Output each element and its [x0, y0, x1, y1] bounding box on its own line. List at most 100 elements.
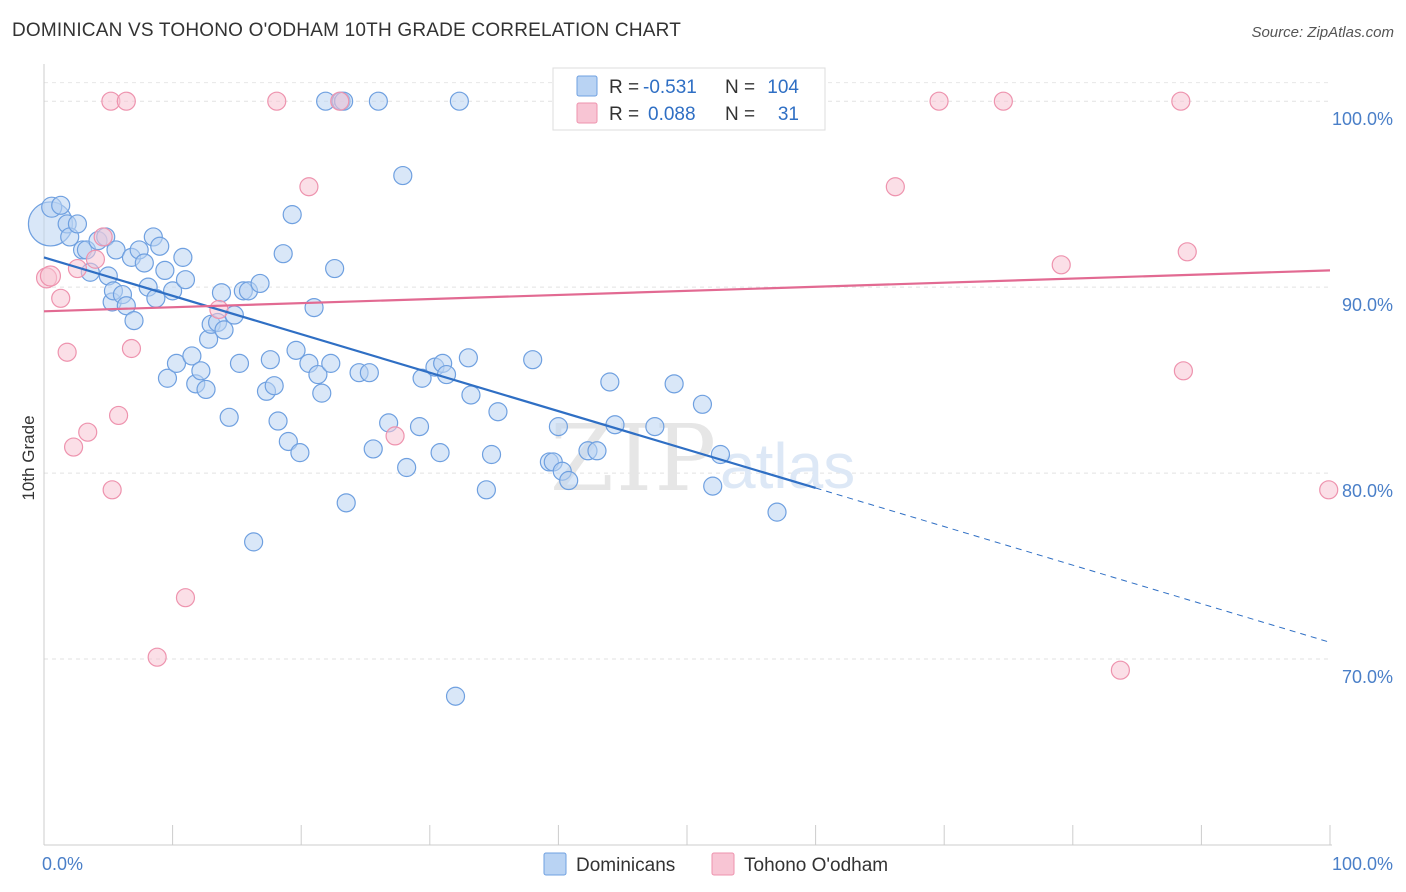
- y-tick-label: 90.0%: [1342, 295, 1393, 315]
- point-dominicans: [559, 470, 579, 491]
- point-dominicans: [336, 493, 356, 513]
- point-dominicans: [264, 376, 284, 396]
- stats-n-value-dominicans: 104: [767, 77, 799, 98]
- stats-r-value-tohono: 0.088: [648, 104, 696, 125]
- watermark-zip: ZIP: [550, 405, 718, 512]
- point-dominicans: [449, 91, 469, 111]
- axis-layer: [43, 64, 1332, 846]
- stats-n-label-dominicans: N =: [725, 77, 755, 98]
- point-dominicans: [397, 457, 417, 478]
- point-tohono: [993, 91, 1013, 111]
- point-tohono: [885, 177, 905, 197]
- point-dominicans: [250, 273, 270, 294]
- point-tohono: [929, 91, 949, 111]
- point-dominicans: [116, 296, 136, 316]
- point-dominicans: [461, 385, 481, 405]
- point-tohono: [108, 405, 129, 426]
- point-tohono: [116, 91, 136, 111]
- point-tohono: [93, 227, 113, 247]
- stats-swatch-tohono: [576, 102, 598, 124]
- x-tick-label: 100.0%: [1332, 854, 1393, 874]
- point-dominicans: [368, 91, 388, 111]
- point-dominicans: [51, 195, 71, 215]
- point-tohono: [57, 342, 77, 362]
- y-tick-label: 80.0%: [1342, 481, 1393, 501]
- y-axis-title: 10th Grade: [19, 415, 38, 500]
- point-dominicans: [191, 361, 211, 381]
- point-dominicans: [312, 383, 332, 403]
- trend-dominicans-extension: [815, 487, 1331, 643]
- point-dominicans: [436, 364, 457, 385]
- point-dominicans: [219, 407, 239, 427]
- point-dominicans: [155, 260, 175, 281]
- legend-label-tohono: Tohono O'odham: [744, 855, 888, 876]
- stats-swatch-dominicans: [576, 75, 598, 97]
- point-dominicans: [393, 165, 413, 186]
- point-dominicans: [321, 353, 341, 373]
- point-dominicans: [664, 374, 684, 394]
- tick-layer: 100.0% 90.0% 80.0% 70.0% 0.0% 100.0%: [42, 109, 1393, 874]
- point-dominicans: [458, 348, 478, 368]
- point-tohono: [51, 288, 71, 308]
- point-dominicans: [175, 270, 196, 290]
- point-tohono: [78, 422, 98, 442]
- stats-legend-box: [552, 67, 826, 131]
- trend-layer: [43, 256, 1331, 643]
- chart-source: Source: ZipAtlas.com: [1251, 24, 1394, 41]
- point-tohono: [63, 437, 84, 457]
- point-dominicans: [304, 297, 324, 318]
- point-dominicans: [703, 476, 723, 496]
- stats-n-value-tohono: 31: [778, 104, 799, 125]
- chart-title: DOMINICAN VS TOHONO O'ODHAM 10TH GRADE C…: [12, 20, 682, 41]
- point-dominicans: [359, 363, 379, 383]
- point-dominicans: [587, 441, 607, 461]
- trend-dominicans: [43, 256, 816, 490]
- point-dominicans: [476, 480, 496, 500]
- stats-legend: R = -0.531 N = 104 R = 0.088 N = 31: [552, 67, 826, 131]
- point-dominicans: [430, 443, 450, 463]
- y-tick-label: 100.0%: [1332, 109, 1393, 129]
- point-dominicans: [150, 236, 170, 256]
- legend-swatch-dominicans: [543, 852, 567, 876]
- point-dominicans: [273, 244, 293, 264]
- point-dominicans: [488, 402, 508, 422]
- point-dominicans: [106, 240, 126, 260]
- point-dominicans: [308, 364, 328, 385]
- point-dominicans: [124, 311, 144, 331]
- point-dominicans: [211, 283, 232, 303]
- stats-r-value-dominicans: -0.531: [643, 77, 697, 98]
- x-tick-label: 0.0%: [42, 854, 83, 874]
- point-dominicans: [523, 350, 543, 370]
- point-dominicans: [409, 417, 430, 437]
- point-tohono: [1171, 91, 1191, 111]
- point-tohono: [39, 265, 62, 287]
- point-dominicans: [67, 214, 88, 234]
- point-dominicans: [282, 205, 302, 225]
- legend-label-dominicans: Dominicans: [576, 855, 675, 876]
- point-tohono: [147, 647, 167, 667]
- stats-r-label-tohono: R =: [609, 104, 639, 125]
- point-tohono: [1177, 242, 1197, 262]
- point-dominicans: [645, 417, 665, 437]
- point-dominicans: [214, 320, 234, 340]
- point-dominicans: [244, 532, 264, 552]
- point-tohono: [85, 249, 106, 269]
- point-dominicans: [445, 686, 466, 706]
- point-dominicans: [767, 502, 787, 522]
- point-dominicans: [286, 340, 306, 360]
- point-dominicans: [157, 368, 178, 388]
- point-tohono: [1051, 255, 1071, 275]
- point-dominicans: [692, 394, 713, 414]
- bottom-legend: Dominicans Tohono O'odham: [543, 852, 888, 876]
- point-dominicans: [325, 258, 345, 279]
- point-tohono: [121, 338, 142, 359]
- trend-tohono: [43, 269, 1331, 313]
- point-tohono: [67, 258, 88, 279]
- point-dominicans: [600, 372, 620, 392]
- point-dominicans: [363, 439, 383, 459]
- stats-r-label-dominicans: R =: [609, 77, 639, 98]
- point-dominicans: [260, 350, 280, 370]
- point-dominicans: [134, 253, 154, 273]
- point-tohono: [1110, 660, 1130, 680]
- point-dominicans: [196, 379, 216, 400]
